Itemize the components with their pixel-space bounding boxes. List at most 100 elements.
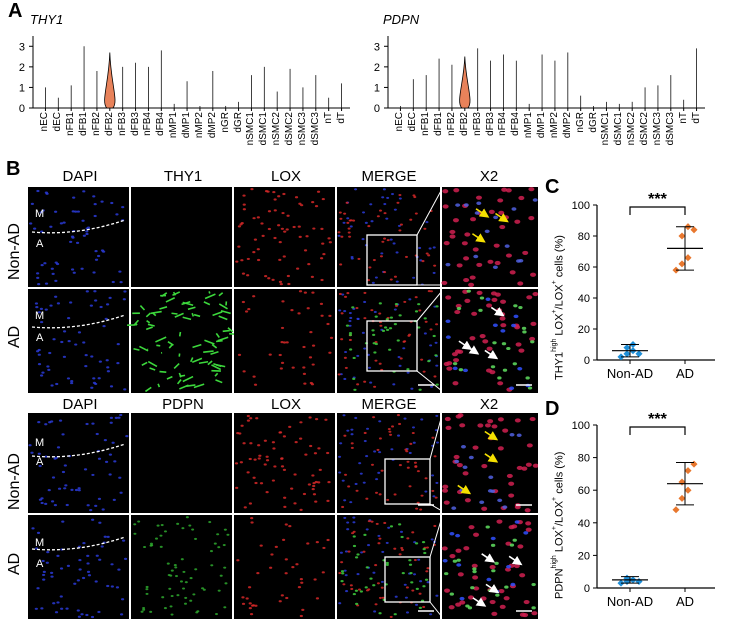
cell-dot	[455, 602, 462, 607]
zoom-box	[366, 320, 418, 372]
cell-dot	[74, 488, 79, 492]
cell-dot	[359, 472, 363, 475]
cell-dot	[426, 567, 430, 570]
cell-process	[203, 350, 214, 353]
cell-dot	[265, 455, 269, 458]
category-label: nFB1	[65, 112, 77, 136]
cell-dot	[110, 563, 114, 566]
cell-dot	[284, 572, 288, 575]
cell-dot	[354, 589, 359, 592]
cell-dot	[487, 588, 493, 593]
cell-dot	[339, 551, 343, 554]
cell-dot	[392, 242, 396, 245]
cell-process	[190, 357, 194, 363]
cell-dot	[532, 291, 538, 297]
cell-dot	[142, 608, 146, 611]
cell-dot	[299, 421, 303, 424]
cell-dot	[398, 523, 402, 526]
cell-dot	[302, 492, 307, 496]
cell-dot	[425, 221, 429, 224]
cell-dot	[511, 323, 517, 328]
cell-dot	[352, 377, 356, 380]
cell-dot	[50, 575, 54, 578]
cell-dot	[270, 553, 274, 556]
category-label: dSMC1	[613, 112, 625, 146]
cell-dot	[493, 243, 500, 248]
cell-process	[145, 326, 153, 331]
category-label: dT	[690, 112, 702, 124]
col-header-dapi: DAPI	[62, 168, 98, 185]
micro-panel	[337, 413, 440, 513]
cell-dot	[306, 307, 310, 310]
cell-dot	[348, 235, 352, 238]
cell-dot	[519, 573, 526, 578]
cell-dot	[427, 254, 431, 257]
cell-dot	[226, 533, 230, 536]
cell-dot	[396, 414, 400, 417]
cell-dot	[350, 433, 354, 436]
cell-dot	[90, 615, 95, 619]
cell-dot	[352, 521, 356, 524]
cell-process	[214, 372, 219, 377]
cell-dot	[506, 564, 512, 569]
cell-dot	[312, 484, 316, 488]
cell-dot	[385, 318, 389, 321]
cell-dot	[463, 203, 469, 207]
cell-dot	[422, 370, 426, 373]
cell-dot	[464, 232, 471, 237]
cell-dot	[40, 501, 44, 505]
cell-dot	[74, 343, 78, 346]
cell-dot	[94, 580, 98, 583]
cell-dot	[292, 225, 296, 229]
cell-dot	[267, 210, 272, 213]
cell-dot	[239, 461, 243, 464]
zoom-line	[416, 188, 443, 236]
cell-dot	[485, 297, 491, 302]
cell-dot	[455, 548, 462, 553]
cell-dot	[328, 314, 332, 318]
cell-dot	[386, 498, 390, 501]
cell-dot	[381, 240, 385, 243]
cell-dot	[504, 585, 509, 589]
cell-dot	[455, 303, 462, 309]
cell-dot	[54, 611, 59, 614]
cell-dot	[348, 219, 352, 222]
cell-dot	[30, 202, 34, 205]
cell-dot	[354, 416, 358, 420]
cell-dot	[278, 431, 282, 434]
cell-dot	[247, 307, 251, 311]
cell-dot	[412, 441, 416, 444]
cell-dot	[80, 613, 84, 616]
cell-dot	[375, 522, 379, 525]
cell-dot	[346, 521, 350, 524]
cell-dot	[381, 550, 385, 553]
cell-dot	[511, 207, 517, 211]
cell-dot	[254, 604, 258, 607]
cell-dot	[388, 430, 392, 433]
cell-dot	[106, 370, 111, 373]
cell-dot	[461, 241, 468, 246]
cell-dot	[410, 581, 414, 584]
cell-dot	[527, 386, 533, 390]
cell-dot	[418, 246, 422, 250]
cell-dot	[159, 534, 163, 537]
cell-dot	[194, 537, 198, 540]
cell-dot	[504, 244, 510, 248]
cell-dot	[518, 348, 525, 353]
cell-dot	[163, 530, 167, 533]
cell-dot	[468, 282, 475, 287]
cell-dot	[427, 360, 431, 363]
cell-dot	[396, 201, 400, 204]
cell-dot	[161, 596, 165, 599]
cell-dot	[347, 227, 351, 230]
cell-dot	[116, 361, 120, 365]
cell-dot	[463, 546, 470, 551]
cell-dot	[282, 341, 287, 344]
cell-dot	[347, 550, 351, 553]
cell-dot	[514, 520, 520, 524]
cell-dot	[248, 457, 252, 461]
cell-dot	[475, 195, 482, 200]
cell-dot	[456, 307, 462, 311]
cell-dot	[337, 231, 341, 234]
cell-dot	[346, 528, 350, 531]
